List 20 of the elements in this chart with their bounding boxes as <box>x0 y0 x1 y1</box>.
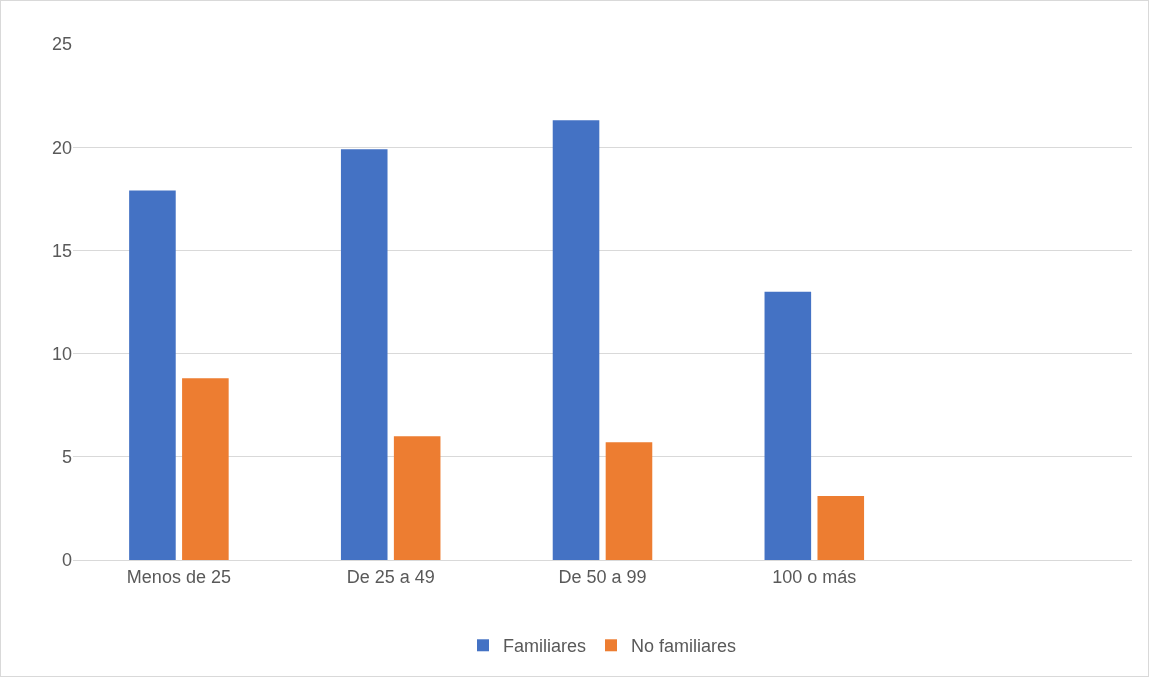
bar <box>182 378 229 560</box>
y-tick-label: 10 <box>51 343 72 364</box>
x-tick-label: De 50 a 99 <box>558 566 647 587</box>
bar <box>764 291 812 560</box>
legend-label: Familiares <box>503 636 587 657</box>
y-tick-label: 20 <box>51 137 72 158</box>
y-tick-label: 0 <box>61 550 72 571</box>
x-tick-label: De 25 a 49 <box>346 566 435 587</box>
y-tick-label: 5 <box>61 447 72 468</box>
legend-label: No familiares <box>631 636 737 657</box>
bar <box>393 436 441 560</box>
x-tick-label: 100 o más <box>772 566 857 587</box>
x-tick-label: Menos de 25 <box>126 566 231 587</box>
bar <box>817 496 865 560</box>
bar <box>605 442 653 560</box>
bar <box>552 120 600 560</box>
bar <box>129 190 176 560</box>
y-tick-label: 25 <box>51 34 72 55</box>
y-tick-label: 15 <box>51 240 72 261</box>
bar <box>340 149 388 560</box>
